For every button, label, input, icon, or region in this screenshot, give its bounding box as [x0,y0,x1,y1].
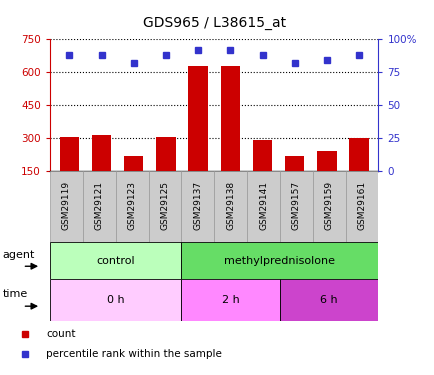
Bar [181,242,378,279]
Text: GSM29161: GSM29161 [357,181,366,230]
Bar [247,171,279,242]
Bar [349,138,368,203]
Text: methylprednisolone: methylprednisolone [224,256,335,266]
Bar [115,171,148,242]
Bar [92,135,111,203]
Text: 6 h: 6 h [319,295,337,305]
Text: time: time [3,289,28,299]
Text: GSM29141: GSM29141 [258,181,267,230]
Bar [345,171,378,242]
Text: GSM29121: GSM29121 [95,181,104,230]
Bar [148,171,181,242]
Text: percentile rank within the sample: percentile rank within the sample [46,349,222,359]
Text: GSM29157: GSM29157 [291,181,300,230]
Bar [252,140,272,203]
Bar [181,171,214,242]
Bar [50,242,181,279]
Text: GSM29119: GSM29119 [62,181,71,230]
Bar [188,66,207,203]
Bar [50,279,181,321]
Text: GSM29138: GSM29138 [226,181,235,230]
Bar [279,171,312,242]
Bar [82,171,115,242]
Bar [284,156,304,203]
Bar [316,151,336,203]
Text: GDS965 / L38615_at: GDS965 / L38615_at [142,16,285,30]
Bar [50,171,82,242]
Text: GSM29137: GSM29137 [193,181,202,230]
Text: GSM29125: GSM29125 [160,181,169,230]
Text: GSM29159: GSM29159 [324,181,333,230]
Bar [220,66,240,203]
Bar [59,137,79,203]
Text: count: count [46,329,76,339]
Text: 2 h: 2 h [221,295,239,305]
Bar [279,279,378,321]
Bar [124,156,143,203]
Bar [214,171,247,242]
Bar [156,137,175,203]
Text: agent: agent [3,250,35,260]
Bar [181,279,279,321]
Bar [312,171,345,242]
Text: GSM29123: GSM29123 [127,181,136,230]
Text: 0 h: 0 h [107,295,124,305]
Text: control: control [96,256,135,266]
